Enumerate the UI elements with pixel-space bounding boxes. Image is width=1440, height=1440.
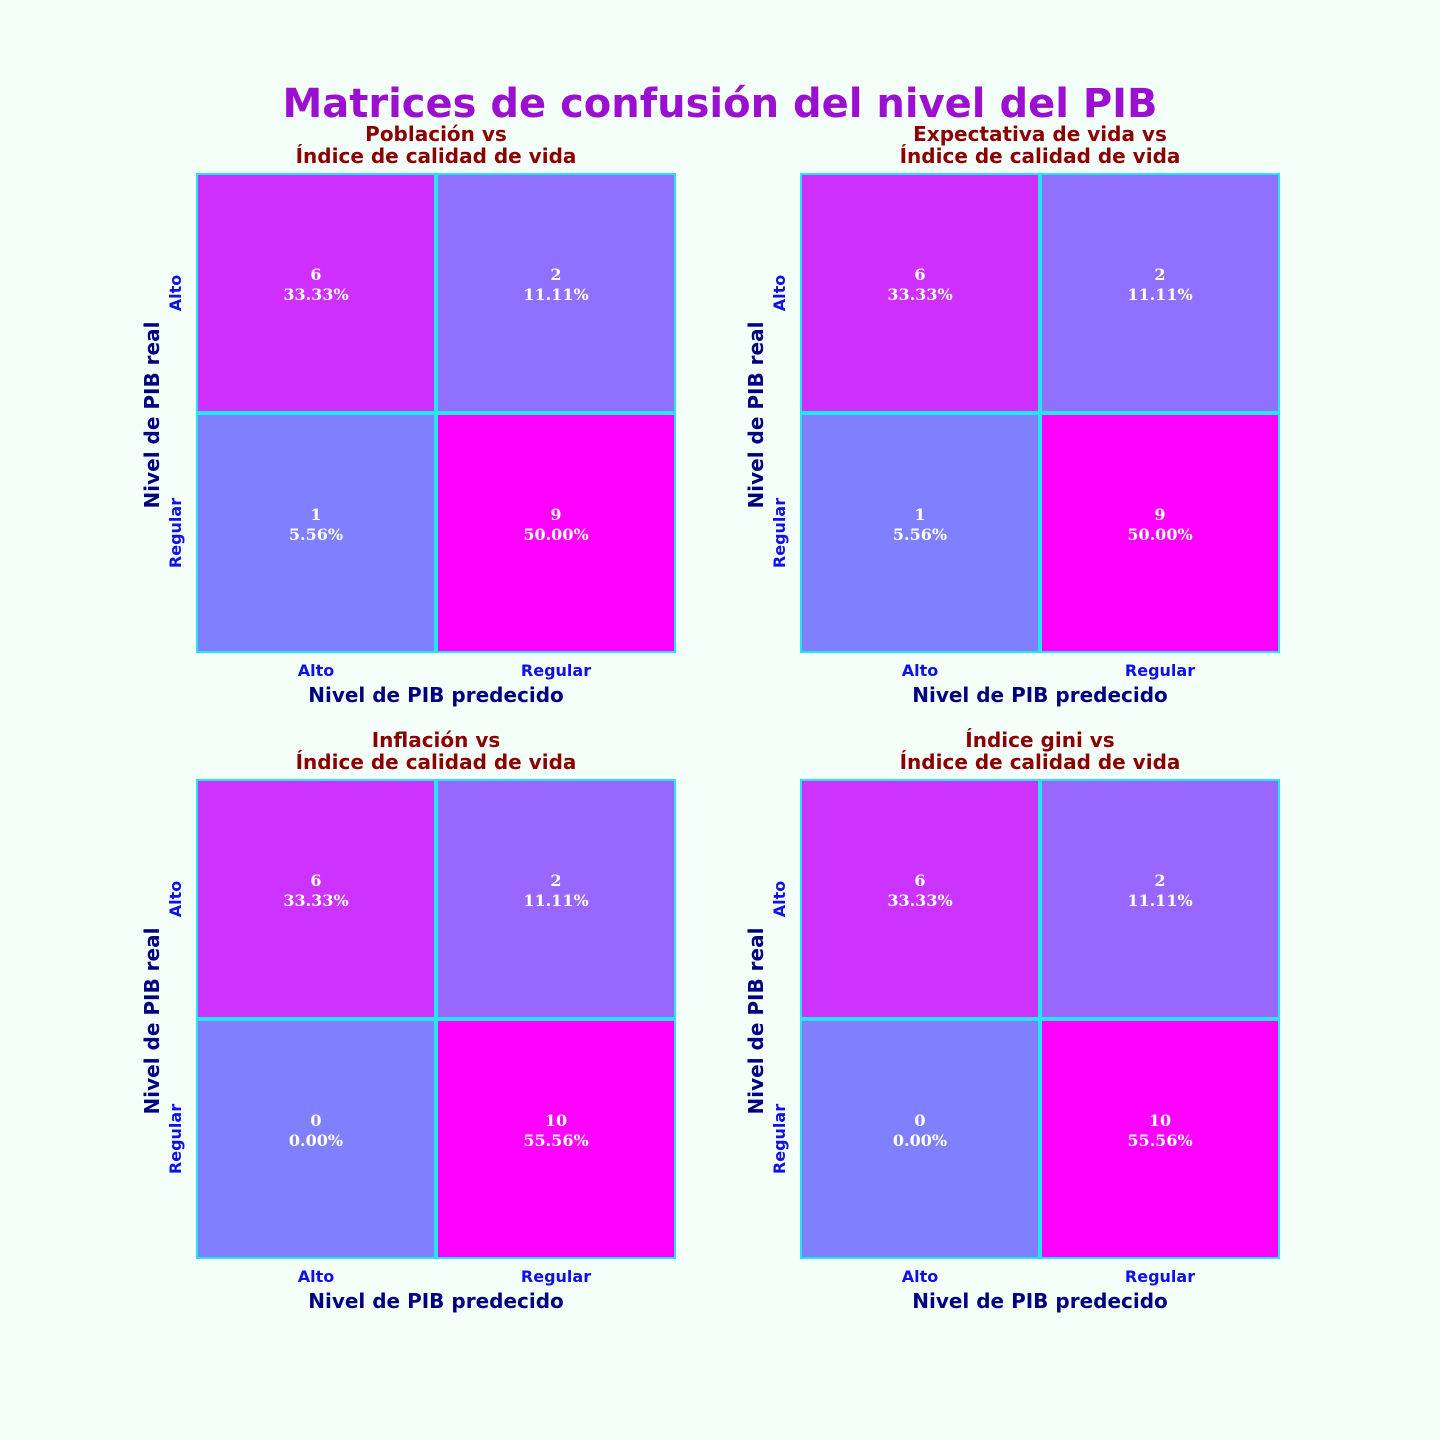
cell-percent: 5.56% <box>288 525 344 544</box>
matrix-grid: 6 33.33% 2 11.11% 1 5.56% 9 50.00% <box>196 173 676 653</box>
figure-title: Matrices de confusión del nivel del PIB <box>282 81 1158 127</box>
cell-count: 2 <box>550 265 562 284</box>
cell-count: 6 <box>914 871 926 890</box>
x-tick-label: Alto <box>297 661 335 680</box>
y-tick-label: Alto <box>770 274 789 312</box>
cell-percent: 50.00% <box>1127 525 1193 544</box>
cell-percent: 11.11% <box>1127 891 1193 910</box>
cell-count: 9 <box>550 505 562 524</box>
matrix-cell: 6 33.33% <box>800 173 1040 413</box>
panel-title: Expectativa de vida vs Índice de calidad … <box>740 123 1340 167</box>
confusion-matrix-panel: Población vs Índice de calidad de vida 6 33… <box>140 123 676 707</box>
x-axis-label: Nivel de PIB predecido <box>912 1289 1168 1313</box>
matrix-cell: 10 55.56% <box>1040 1019 1280 1259</box>
matrix-cell: 6 33.33% <box>196 779 436 1019</box>
y-axis-label: Nivel de PIB real <box>140 927 164 1115</box>
panel-title-line: Índice de calidad de vida <box>295 750 577 774</box>
cell-count: 6 <box>310 265 322 284</box>
panel-title-line: Índice gini vs <box>965 728 1115 752</box>
panel-title: Población vs Índice de calidad de vida <box>136 123 736 167</box>
matrix-cell: 2 11.11% <box>436 779 676 1019</box>
cell-percent: 11.11% <box>523 285 589 304</box>
cell-count: 0 <box>310 1111 322 1130</box>
matrix-cell: 6 33.33% <box>800 779 1040 1019</box>
matrix-grid: 6 33.33% 2 11.11% 0 0.00% 10 55.56% <box>196 779 676 1259</box>
y-tick-label: Regular <box>166 497 185 569</box>
cell-count: 6 <box>310 871 322 890</box>
cell-percent: 55.56% <box>1127 1131 1193 1150</box>
cell-percent: 33.33% <box>887 285 953 304</box>
matrix-cell: 0 0.00% <box>800 1019 1040 1259</box>
x-tick-label: Regular <box>520 661 592 680</box>
cell-count: 10 <box>544 1111 568 1130</box>
cell-percent: 0.00% <box>892 1131 948 1150</box>
y-tick-label: Regular <box>770 497 789 569</box>
y-tick-label: Alto <box>166 880 185 918</box>
cell-count: 1 <box>914 505 926 524</box>
matrix-grid: 6 33.33% 2 11.11% 1 5.56% 9 50.00% <box>800 173 1280 653</box>
x-axis-label: Nivel de PIB predecido <box>308 683 564 707</box>
y-tick-label: Regular <box>770 1103 789 1175</box>
matrix-cell: 2 11.11% <box>1040 173 1280 413</box>
y-tick-label: Alto <box>770 880 789 918</box>
matrix-cell: 10 55.56% <box>436 1019 676 1259</box>
confusion-matrix-panel: Inflación vs Índice de calidad de vida 6 33… <box>140 729 676 1313</box>
x-tick-label: Alto <box>297 1267 335 1286</box>
cell-percent: 11.11% <box>1127 285 1193 304</box>
matrix-cell: 9 50.00% <box>1040 413 1280 653</box>
cell-count: 2 <box>1154 871 1166 890</box>
cell-percent: 33.33% <box>283 891 349 910</box>
cell-percent: 50.00% <box>523 525 589 544</box>
cell-count: 10 <box>1148 1111 1172 1130</box>
cell-percent: 33.33% <box>283 285 349 304</box>
x-axis-label: Nivel de PIB predecido <box>308 1289 564 1313</box>
matrix-cell: 2 11.11% <box>1040 779 1280 1019</box>
matrix-grid: 6 33.33% 2 11.11% 0 0.00% 10 55.56% <box>800 779 1280 1259</box>
x-tick-label: Regular <box>520 1267 592 1286</box>
matrix-cell: 1 5.56% <box>800 413 1040 653</box>
matrix-cell: 2 11.11% <box>436 173 676 413</box>
y-tick-label: Regular <box>166 1103 185 1175</box>
cell-percent: 0.00% <box>288 1131 344 1150</box>
confusion-matrix-panel: Expectativa de vida vs Índice de calidad … <box>744 123 1280 707</box>
x-tick-label: Alto <box>901 661 939 680</box>
cell-count: 2 <box>1154 265 1166 284</box>
cell-count: 6 <box>914 265 926 284</box>
cell-percent: 5.56% <box>892 525 948 544</box>
matrix-cell: 9 50.00% <box>436 413 676 653</box>
panel-title-line: Índice de calidad de vida <box>295 144 577 168</box>
y-axis-label: Nivel de PIB real <box>140 321 164 509</box>
matrix-cell: 0 0.00% <box>196 1019 436 1259</box>
matrix-cell: 6 33.33% <box>196 173 436 413</box>
cell-count: 9 <box>1154 505 1166 524</box>
cell-percent: 11.11% <box>523 891 589 910</box>
x-tick-label: Regular <box>1124 661 1196 680</box>
x-tick-label: Regular <box>1124 1267 1196 1286</box>
panel-title-line: Índice de calidad de vida <box>899 144 1181 168</box>
y-tick-label: Alto <box>166 274 185 312</box>
matrix-cell: 1 5.56% <box>196 413 436 653</box>
y-axis-label: Nivel de PIB real <box>744 927 768 1115</box>
confusion-matrix-panel: Índice gini vs Índice de calidad de vida 6… <box>744 729 1280 1313</box>
panel-title-line: Inflación vs <box>371 728 501 752</box>
x-axis-label: Nivel de PIB predecido <box>912 683 1168 707</box>
panel-title-line: Expectativa de vida vs <box>913 122 1167 146</box>
x-tick-label: Alto <box>901 1267 939 1286</box>
cell-percent: 33.33% <box>887 891 953 910</box>
cell-count: 2 <box>550 871 562 890</box>
panel-title: Índice gini vs Índice de calidad de vida <box>740 729 1340 773</box>
panel-title-line: Población vs <box>365 122 507 146</box>
cell-count: 0 <box>914 1111 926 1130</box>
panel-title: Inflación vs Índice de calidad de vida <box>136 729 736 773</box>
cell-percent: 55.56% <box>523 1131 589 1150</box>
cell-count: 1 <box>310 505 322 524</box>
panel-title-line: Índice de calidad de vida <box>899 750 1181 774</box>
y-axis-label: Nivel de PIB real <box>744 321 768 509</box>
